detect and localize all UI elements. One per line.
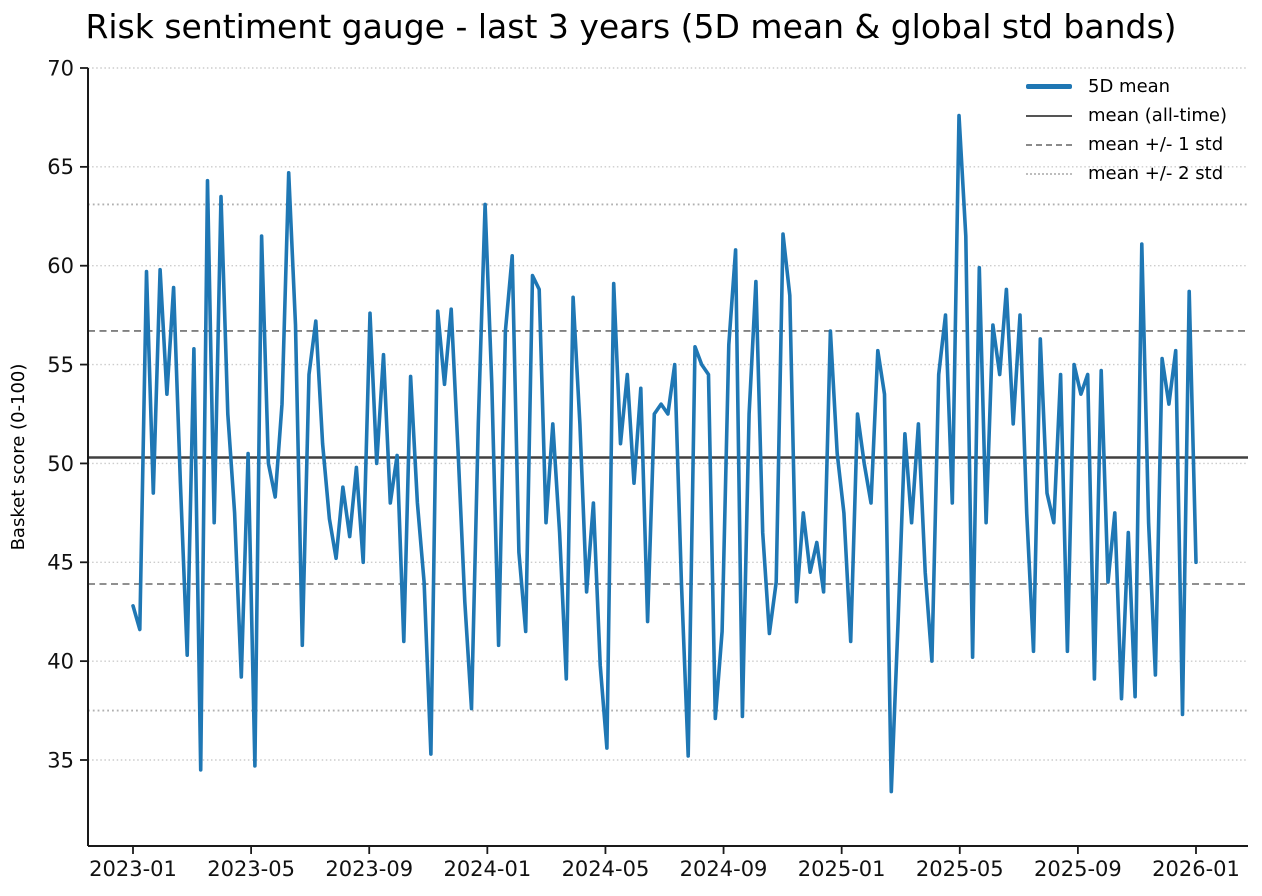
legend-swatch-dotted-line [1026,172,1072,175]
x-tick-label: 2023-09 [325,857,413,881]
legend-item: mean +/- 1 std [1026,130,1227,159]
series-5d-mean-line [131,113,1198,794]
legend-swatch-solid-line [1026,114,1072,117]
x-tick-label: 2023-05 [207,857,295,881]
y-tick-label: 50 [47,452,74,476]
x-tick-label: 2026-01 [1152,857,1240,881]
y-tick-label: 65 [47,155,74,179]
y-axis-label: Basket score (0-100) [8,364,29,551]
y-tick-label: 45 [47,551,74,575]
x-tick-label: 2023-01 [89,857,177,881]
legend-label: mean +/- 1 std [1088,134,1224,155]
y-tick-label: 40 [47,649,74,673]
legend-label: mean +/- 2 std [1088,163,1224,184]
y-tick-label: 60 [47,254,74,278]
legend-swatch-thick-line [1026,84,1072,89]
y-tick-label: 35 [47,748,74,772]
x-tick-label: 2024-05 [562,857,650,881]
chart-title: Risk sentiment gauge - last 3 years (5D … [85,7,1177,46]
x-tick-label: 2025-09 [1034,857,1122,881]
legend-item: 5D mean [1026,72,1227,101]
x-tick-label: 2024-09 [680,857,768,881]
x-tick-label: 2025-01 [798,857,886,881]
legend-label: 5D mean [1088,76,1171,97]
legend-item: mean +/- 2 std [1026,159,1227,188]
x-tick-label: 2025-05 [916,857,1004,881]
y-tick-label: 70 [47,56,74,80]
legend-swatch-dashed-line [1026,143,1072,146]
legend-label: mean (all-time) [1088,105,1228,126]
y-tick-label: 55 [47,353,74,377]
legend: 5D mean mean (all-time) mean +/- 1 std mean… [1026,72,1227,188]
legend-item: mean (all-time) [1026,101,1227,130]
x-tick-label: 2024-01 [443,857,531,881]
